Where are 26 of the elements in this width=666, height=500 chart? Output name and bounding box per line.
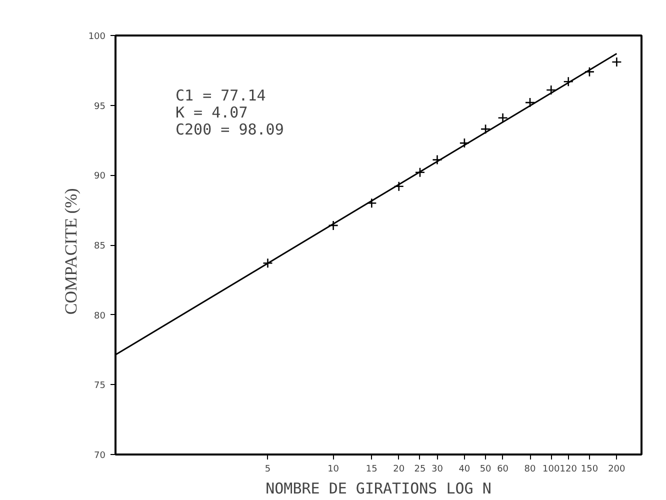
x-tick-label: 150 bbox=[580, 464, 598, 474]
x-tick-label: 60 bbox=[497, 464, 509, 474]
y-tick-label: 100 bbox=[88, 32, 106, 42]
annotation: C200 = 98.09 bbox=[176, 120, 284, 138]
x-tick-label: 120 bbox=[560, 464, 578, 474]
y-tick-label: 85 bbox=[94, 242, 106, 252]
x-tick-label: 80 bbox=[524, 464, 536, 474]
x-tick-label: 200 bbox=[608, 464, 626, 474]
x-tick-label: 30 bbox=[432, 464, 444, 474]
x-tick-label: 10 bbox=[328, 464, 340, 474]
x-tick-label: 50 bbox=[480, 464, 492, 474]
x-axis-title: NOMBRE DE GIRATIONS LOG N bbox=[266, 480, 492, 498]
y-tick-label: 90 bbox=[94, 172, 106, 182]
x-tick-label: 40 bbox=[458, 464, 470, 474]
x-tick-label: 25 bbox=[414, 464, 426, 474]
annotation: C1 = 77.14 bbox=[176, 86, 266, 104]
x-tick-label: 100 bbox=[542, 464, 560, 474]
x-tick-label: 5 bbox=[264, 464, 271, 474]
y-tick-label: 70 bbox=[94, 451, 106, 461]
x-tick-label: 20 bbox=[393, 464, 405, 474]
y-axis-title: COMPACITE (%) bbox=[61, 188, 80, 315]
y-tick-label: 95 bbox=[94, 102, 106, 112]
annotation: K = 4.07 bbox=[176, 104, 248, 122]
y-tick-label: 80 bbox=[94, 311, 106, 322]
x-tick-label: 15 bbox=[366, 464, 378, 474]
y-tick-label: 75 bbox=[94, 381, 106, 392]
